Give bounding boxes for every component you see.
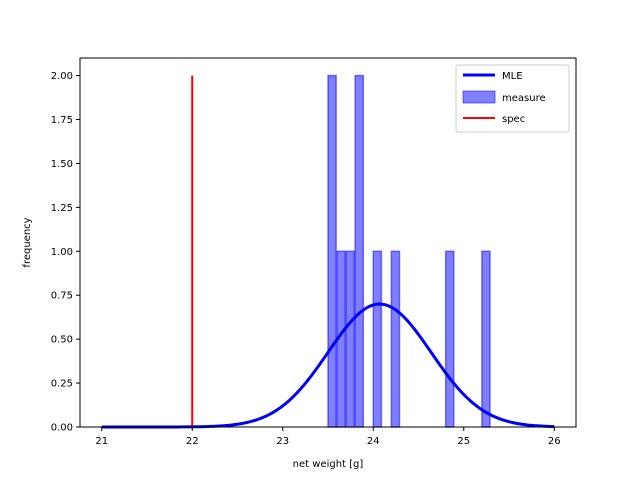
axes-frame (79, 57, 577, 428)
histogram-bar (444, 250, 455, 428)
legend-mle-label: MLE (502, 71, 523, 82)
y-axis-label: frequency (22, 217, 33, 267)
x-tick-label: 24 (367, 436, 380, 447)
y-tick-label: 0.50 (51, 335, 73, 346)
y-tick-label: 0.25 (51, 379, 73, 390)
legend: MLE measure spec (455, 64, 570, 133)
x-tick-label: 26 (548, 436, 561, 447)
x-tick-label: 22 (186, 436, 199, 447)
x-tick-label: 21 (95, 436, 108, 447)
y-axis-ticks: 0.00 0.25 0.50 0.75 1.00 1.25 1.50 1.75 2.00 (51, 71, 80, 434)
legend-measure-label: measure (502, 93, 546, 104)
y-tick-label: 2.00 (51, 71, 73, 82)
histogram-bar (390, 250, 401, 428)
histogram-bar (327, 74, 337, 428)
histogram-bar (345, 250, 355, 428)
y-tick-label: 1.50 (51, 159, 73, 170)
legend-measure-swatch (462, 90, 496, 104)
x-axis-ticks: 21 22 23 24 25 26 (95, 427, 561, 447)
y-tick-label: 1.25 (51, 203, 73, 214)
y-tick-label: 1.00 (51, 247, 73, 258)
x-tick-label: 23 (276, 436, 289, 447)
histogram-bar (354, 74, 365, 428)
y-tick-label: 0.00 (51, 423, 73, 434)
histogram-bar (372, 250, 383, 428)
x-tick-label: 25 (457, 436, 470, 447)
y-tick-label: 0.75 (51, 291, 73, 302)
y-tick-label: 1.75 (51, 115, 73, 126)
legend-frame (455, 64, 570, 133)
plot-area (101, 74, 555, 429)
x-axis-label: net weight [g] (293, 459, 364, 470)
histogram-bar (481, 250, 491, 428)
legend-spec-label: spec (502, 114, 525, 125)
